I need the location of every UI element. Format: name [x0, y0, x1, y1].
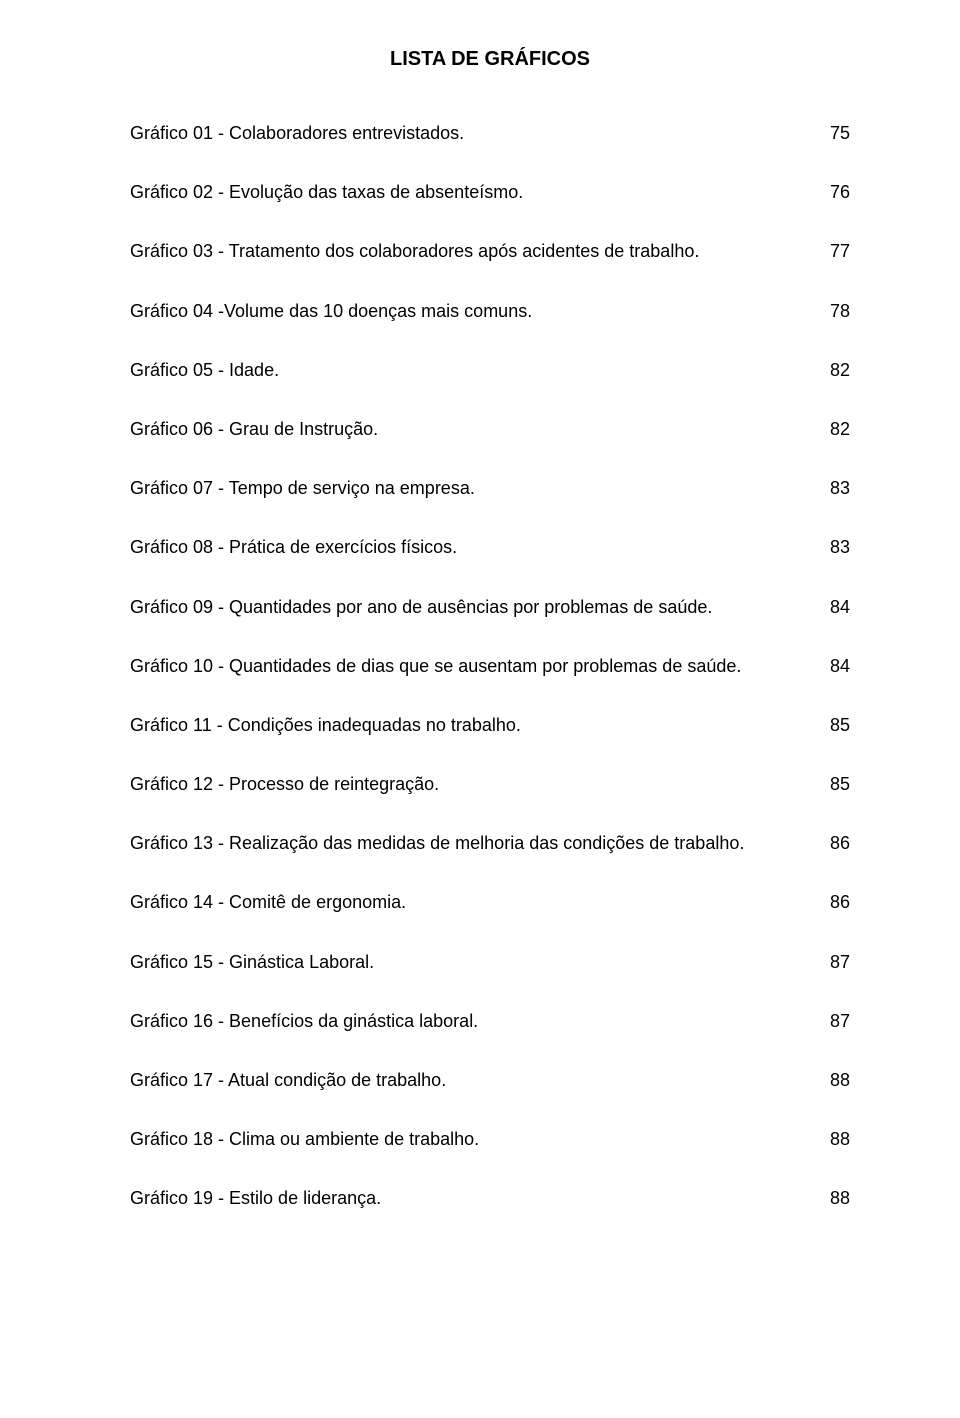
toc-entry: Gráfico 19 - Estilo de liderança. 88 [130, 1186, 850, 1211]
toc-entry-label: Gráfico 06 - Grau de Instrução. [130, 417, 378, 442]
toc-entry-label: Gráfico 07 - Tempo de serviço na empresa… [130, 476, 475, 501]
toc-entry-label: Gráfico 05 - Idade. [130, 358, 279, 383]
toc-entry-label: Gráfico 08 - Prática de exercícios físic… [130, 535, 457, 560]
toc-entry-page: 77 [830, 239, 850, 264]
toc-entry-page: 86 [830, 831, 850, 856]
toc-entry: Gráfico 02 - Evolução das taxas de absen… [130, 180, 850, 205]
toc-entry: Gráfico 09 - Quantidades por ano de ausê… [130, 595, 850, 620]
toc-entry-page: 87 [830, 950, 850, 975]
toc-entry-label: Gráfico 04 -Volume das 10 doenças mais c… [130, 299, 532, 324]
toc-entry-label: Gráfico 11 - Condições inadequadas no tr… [130, 713, 521, 738]
toc-entry: Gráfico 07 - Tempo de serviço na empresa… [130, 476, 850, 501]
toc-entry-page: 88 [830, 1186, 850, 1211]
toc-entry-label: Gráfico 17 - Atual condição de trabalho. [130, 1068, 446, 1093]
toc-entry-page: 84 [830, 595, 850, 620]
toc-entry-label: Gráfico 19 - Estilo de liderança. [130, 1186, 381, 1211]
toc-entry: Gráfico 16 - Benefícios da ginástica lab… [130, 1009, 850, 1034]
toc-entry-page: 83 [830, 535, 850, 560]
toc-entry: Gráfico 08 - Prática de exercícios físic… [130, 535, 850, 560]
toc-entry-page: 78 [830, 299, 850, 324]
toc-entry: Gráfico 13 - Realização das medidas de m… [130, 831, 850, 856]
toc-entry-label: Gráfico 13 - Realização das medidas de m… [130, 831, 744, 856]
toc-entry-label: Gráfico 18 - Clima ou ambiente de trabal… [130, 1127, 479, 1152]
toc-entry-page: 88 [830, 1068, 850, 1093]
document-page: LISTA DE GRÁFICOS Gráfico 01 - Colaborad… [0, 0, 960, 1418]
toc-entry-label: Gráfico 02 - Evolução das taxas de absen… [130, 180, 523, 205]
table-of-contents: Gráfico 01 - Colaboradores entrevistados… [130, 121, 850, 1212]
toc-entry-label: Gráfico 12 - Processo de reintegração. [130, 772, 439, 797]
toc-entry-page: 82 [830, 358, 850, 383]
toc-entry-label: Gráfico 14 - Comitê de ergonomia. [130, 890, 406, 915]
toc-entry-label: Gráfico 10 - Quantidades de dias que se … [130, 654, 741, 679]
toc-entry: Gráfico 12 - Processo de reintegração. 8… [130, 772, 850, 797]
toc-entry-page: 84 [830, 654, 850, 679]
toc-entry-page: 86 [830, 890, 850, 915]
toc-entry: Gráfico 11 - Condições inadequadas no tr… [130, 713, 850, 738]
toc-entry: Gráfico 06 - Grau de Instrução. 82 [130, 417, 850, 442]
toc-entry-page: 88 [830, 1127, 850, 1152]
toc-entry-label: Gráfico 15 - Ginástica Laboral. [130, 950, 374, 975]
toc-entry: Gráfico 10 - Quantidades de dias que se … [130, 654, 850, 679]
toc-entry-page: 85 [830, 713, 850, 738]
toc-entry-label: Gráfico 01 - Colaboradores entrevistados… [130, 121, 464, 146]
toc-entry-page: 87 [830, 1009, 850, 1034]
toc-entry: Gráfico 04 -Volume das 10 doenças mais c… [130, 299, 850, 324]
toc-entry-page: 75 [830, 121, 850, 146]
toc-entry: Gráfico 03 - Tratamento dos colaboradore… [130, 239, 850, 264]
toc-entry: Gráfico 18 - Clima ou ambiente de trabal… [130, 1127, 850, 1152]
toc-entry: Gráfico 14 - Comitê de ergonomia. 86 [130, 890, 850, 915]
toc-entry-page: 83 [830, 476, 850, 501]
page-title: LISTA DE GRÁFICOS [130, 48, 850, 71]
toc-entry-label: Gráfico 16 - Benefícios da ginástica lab… [130, 1009, 478, 1034]
toc-entry-page: 76 [830, 180, 850, 205]
toc-entry-label: Gráfico 03 - Tratamento dos colaboradore… [130, 239, 699, 264]
toc-entry: Gráfico 17 - Atual condição de trabalho.… [130, 1068, 850, 1093]
toc-entry-page: 85 [830, 772, 850, 797]
toc-entry-label: Gráfico 09 - Quantidades por ano de ausê… [130, 595, 712, 620]
toc-entry-page: 82 [830, 417, 850, 442]
toc-entry: Gráfico 05 - Idade. 82 [130, 358, 850, 383]
toc-entry: Gráfico 01 - Colaboradores entrevistados… [130, 121, 850, 146]
toc-entry: Gráfico 15 - Ginástica Laboral. 87 [130, 950, 850, 975]
